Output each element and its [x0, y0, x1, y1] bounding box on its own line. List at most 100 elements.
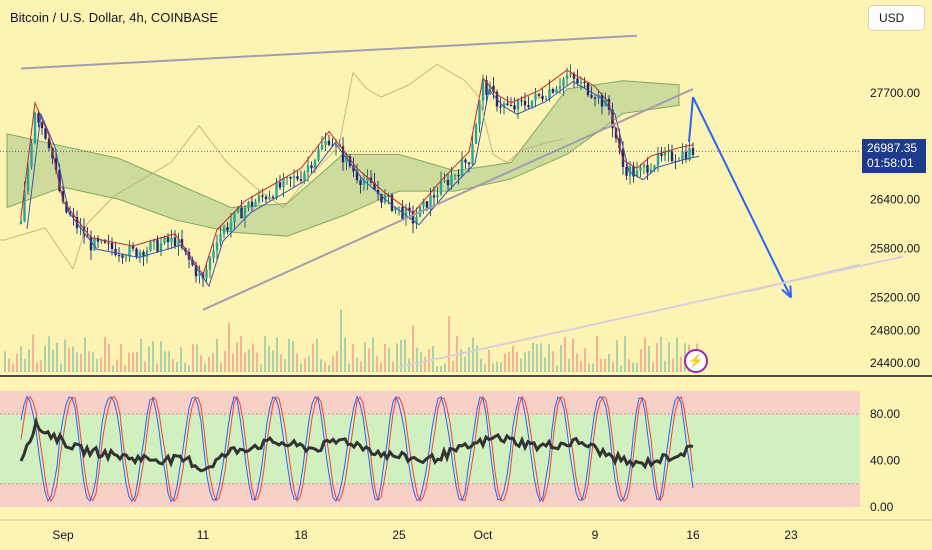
volume-bar — [384, 343, 386, 372]
volume-bar — [296, 353, 298, 372]
volume-bar — [128, 352, 130, 372]
volume-bar — [656, 343, 658, 372]
candle-body — [163, 237, 166, 244]
candle-body — [58, 169, 61, 192]
volume-bar — [232, 353, 234, 372]
volume-bar — [160, 341, 162, 372]
volume-bar — [508, 352, 510, 372]
candle-body — [376, 190, 380, 194]
candle-body — [499, 106, 502, 108]
candle-body — [520, 100, 523, 102]
candle-body — [145, 250, 149, 257]
candle-body — [390, 195, 394, 211]
candle-body — [93, 237, 96, 251]
volume-bar — [56, 342, 58, 372]
volume-bar — [640, 349, 642, 372]
lightning-icon[interactable]: ⚡ — [684, 349, 708, 373]
candle-body — [530, 100, 534, 108]
candle-body — [544, 99, 548, 101]
x-tick-label: 9 — [592, 528, 599, 542]
candle-body — [688, 148, 691, 160]
volume-bar — [416, 347, 418, 372]
candle-body — [527, 105, 530, 108]
volume-bar — [548, 344, 550, 372]
candle-body — [492, 85, 495, 92]
candle-body — [173, 237, 177, 247]
candle-body — [107, 242, 110, 244]
candle-body — [240, 207, 243, 219]
x-tick-label: 23 — [784, 528, 798, 542]
candle-body — [65, 201, 68, 213]
candle-body — [292, 176, 296, 179]
volume-bar — [488, 350, 490, 372]
osc-y-tick-label: 80.00 — [870, 407, 900, 421]
volume-bar — [676, 337, 678, 372]
volume-bar — [96, 358, 98, 372]
volume-bar — [492, 363, 494, 372]
volume-bar — [52, 349, 54, 372]
volume-bar — [180, 347, 182, 372]
volume-bar — [564, 337, 566, 372]
candle-body — [103, 240, 107, 243]
candle-body — [422, 201, 425, 207]
candle-body — [506, 103, 509, 105]
volume-bar — [20, 346, 22, 372]
candle-body — [366, 177, 369, 182]
candle-body — [485, 80, 488, 95]
candle-body — [142, 252, 145, 257]
volume-bar — [100, 357, 102, 372]
volume-bar — [188, 365, 190, 372]
volume-bar — [660, 336, 662, 372]
candle-body — [299, 179, 303, 181]
volume-bar — [596, 335, 598, 372]
candle-body — [656, 153, 660, 166]
volume-bar — [40, 360, 42, 372]
candle-body — [481, 80, 485, 101]
volume-bar — [300, 363, 302, 372]
candle-body — [44, 128, 47, 139]
volume-bar — [452, 360, 454, 372]
volume-bar — [256, 352, 258, 372]
volume-bar — [276, 337, 278, 372]
volume-bar — [44, 345, 46, 372]
volume-bar — [520, 358, 522, 372]
volume-bar — [624, 336, 626, 372]
volume-bar — [36, 362, 38, 372]
y-tick-label: 25200.00 — [870, 291, 920, 305]
candle-body — [278, 182, 282, 188]
lagging-span-line — [0, 63, 564, 271]
candle-body — [89, 236, 93, 251]
candle-body — [229, 222, 233, 231]
candle-body — [19, 221, 23, 224]
volume-bar — [600, 358, 602, 372]
x-tick-label: 16 — [686, 528, 700, 542]
volume-bar — [672, 358, 674, 372]
volume-bar — [108, 343, 110, 372]
volume-bar — [524, 352, 526, 372]
volume-bar — [500, 362, 502, 372]
candle-body — [583, 81, 586, 83]
volume-bar — [244, 352, 246, 372]
volume-bar — [88, 351, 90, 372]
candle-body — [236, 207, 240, 212]
volume-bar — [80, 353, 82, 372]
bar-countdown: 01:58:01 — [867, 156, 914, 170]
volume-bar — [480, 358, 482, 372]
candle-body — [250, 201, 254, 207]
volume-bar — [164, 351, 166, 372]
currency-button[interactable]: USD — [868, 5, 925, 31]
volume-bar — [360, 361, 362, 372]
volume-bar — [352, 344, 354, 372]
candle-body — [226, 227, 229, 231]
volume-bar — [316, 338, 318, 372]
candle-body — [555, 88, 558, 93]
volume-bar — [388, 347, 390, 372]
volume-bar — [192, 343, 194, 372]
volume-bar — [396, 343, 398, 372]
candle-body — [40, 122, 44, 129]
candle-body — [54, 158, 58, 170]
candle-body — [170, 237, 173, 243]
volume-bar — [412, 325, 414, 372]
candle-body — [642, 165, 646, 168]
